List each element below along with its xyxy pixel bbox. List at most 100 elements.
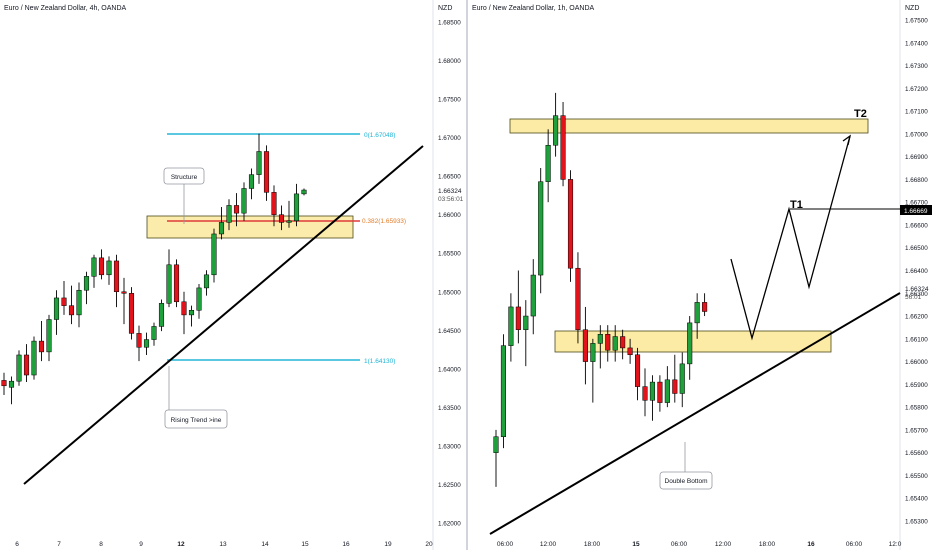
double-bottom-callout: Double Bottom bbox=[659, 442, 713, 490]
candle-body-down bbox=[620, 336, 626, 349]
y-tick-label: 1.68000 bbox=[438, 58, 461, 65]
candle bbox=[211, 228, 217, 283]
y-tick-label: 1.63500 bbox=[438, 405, 461, 412]
candle-body-down bbox=[136, 333, 142, 348]
candle-body-up bbox=[545, 145, 551, 182]
chart-1h-x-axis: 06:00 12:00 18:00 15 06:00 12:00 18:00 16 06:00 1… bbox=[497, 541, 902, 548]
candle-body-up bbox=[612, 336, 618, 351]
candle bbox=[500, 334, 506, 449]
candle bbox=[1, 372, 7, 396]
candle-body-down bbox=[271, 192, 277, 215]
candle bbox=[271, 185, 277, 227]
candle-body-up bbox=[538, 181, 544, 276]
candle-body-down bbox=[672, 379, 678, 394]
candle bbox=[694, 293, 700, 339]
support-zone bbox=[554, 330, 832, 353]
candle-body-down bbox=[128, 293, 135, 334]
rising-trendline-1h bbox=[489, 292, 901, 535]
fib-level-0382-label: 0.382(1.65933) bbox=[362, 218, 406, 225]
candle-body-up bbox=[694, 302, 700, 324]
x-tick-label: 15 bbox=[632, 541, 640, 548]
chart-1h-countdown: 56:01 bbox=[905, 294, 922, 301]
candle bbox=[642, 368, 648, 417]
candle bbox=[83, 271, 90, 305]
candle-body-up bbox=[203, 274, 210, 289]
candle bbox=[241, 182, 247, 221]
candle-body-up bbox=[664, 379, 670, 403]
candle-body-up bbox=[687, 322, 693, 365]
candle bbox=[627, 338, 633, 364]
x-tick-label: 16 bbox=[807, 541, 815, 548]
x-tick-label: 6 bbox=[15, 541, 19, 548]
candle-body-up bbox=[523, 315, 529, 330]
candle bbox=[203, 270, 210, 296]
candle bbox=[278, 205, 285, 231]
candle-body-down bbox=[68, 305, 75, 316]
candle-body-up bbox=[508, 306, 514, 346]
candle-body-up bbox=[226, 205, 232, 223]
candle bbox=[597, 325, 603, 369]
candle-body-down bbox=[702, 302, 708, 312]
x-tick-label: 06:00 bbox=[497, 541, 514, 548]
candle-body-up bbox=[16, 354, 22, 382]
y-tick-label: 1.67500 bbox=[438, 97, 461, 104]
y-tick-label: 1.66500 bbox=[438, 174, 461, 181]
fib-level-1-label: 1(1.64130) bbox=[364, 358, 395, 365]
resistance-zone bbox=[509, 118, 869, 134]
candle bbox=[545, 129, 551, 203]
candle bbox=[301, 188, 307, 196]
y-tick-label: 1.65400 bbox=[905, 496, 928, 503]
y-tick-label: 1.66000 bbox=[438, 212, 461, 219]
candle-body-up bbox=[218, 222, 225, 235]
y-tick-label: 1.67000 bbox=[438, 135, 461, 142]
t1-price-badge-bg bbox=[900, 205, 932, 215]
candle-body-down bbox=[181, 301, 187, 316]
candle bbox=[293, 183, 300, 227]
y-tick-label: 1.67400 bbox=[905, 40, 928, 47]
x-tick-label: 12:0 bbox=[889, 541, 902, 548]
x-tick-label: 13 bbox=[219, 541, 227, 548]
trend-callout-text: Rising Trend >ine bbox=[171, 417, 222, 424]
candle-body-down bbox=[560, 115, 566, 180]
candle bbox=[188, 305, 195, 327]
candle bbox=[61, 280, 67, 315]
candle bbox=[226, 199, 232, 231]
candle-body-down bbox=[605, 334, 611, 351]
y-tick-label: 1.66900 bbox=[905, 154, 928, 161]
candle-body-up bbox=[31, 340, 37, 376]
candle bbox=[98, 249, 105, 280]
y-tick-label: 1.66700 bbox=[905, 200, 928, 207]
candle-body-up bbox=[158, 303, 165, 327]
candle bbox=[612, 325, 618, 362]
double-bottom-box bbox=[659, 471, 713, 490]
chart-4h-panel: Euro / New Zealand Dollar, 4h, OANDA NZD… bbox=[0, 0, 466, 550]
candle-body-up bbox=[649, 381, 656, 401]
candle bbox=[538, 168, 544, 294]
x-tick-label: 14 bbox=[261, 541, 269, 548]
candle-body-up bbox=[83, 276, 90, 291]
chart-1h-currency: NZD bbox=[905, 5, 919, 12]
candle-body-up bbox=[256, 151, 262, 175]
candle bbox=[76, 282, 82, 328]
candle-body-down bbox=[582, 329, 588, 362]
y-tick-label: 1.65800 bbox=[905, 405, 928, 412]
candle bbox=[575, 252, 581, 344]
y-tick-label: 1.68500 bbox=[438, 20, 461, 27]
chart-4h-countdown: 03:56:01 bbox=[438, 196, 464, 203]
chart-4h-background bbox=[0, 0, 466, 550]
candle bbox=[38, 321, 45, 362]
candle-body-up bbox=[679, 363, 685, 394]
structure-callout: Structure bbox=[163, 167, 205, 224]
candle-body-up bbox=[196, 287, 202, 311]
candle bbox=[91, 254, 97, 288]
candle-body-up bbox=[106, 260, 112, 276]
x-tick-label: 12 bbox=[177, 541, 185, 548]
candle bbox=[687, 316, 693, 380]
candle-body-down bbox=[627, 347, 633, 356]
candle bbox=[620, 329, 626, 360]
trend-callout-box bbox=[164, 409, 228, 429]
candle-body-up bbox=[143, 339, 150, 348]
fib-level-0-label: 0(1.67048) bbox=[364, 132, 395, 139]
y-tick-label: 1.65300 bbox=[905, 519, 928, 526]
